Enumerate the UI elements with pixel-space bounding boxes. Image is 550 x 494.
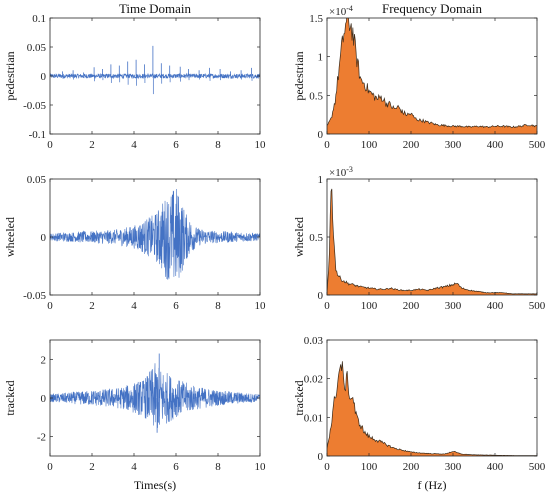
x-tick-label: 0: [47, 461, 53, 473]
x-tick-label: 10: [255, 300, 267, 312]
x-tick-label: 400: [487, 300, 504, 312]
axes-box: [326, 178, 538, 296]
y-tick-label: 0.05: [27, 174, 47, 186]
x-tick-label: 500: [529, 461, 546, 473]
x-tick-label: 0: [47, 300, 53, 312]
spectrum-area: [327, 18, 537, 134]
y-tick-label: 1: [318, 52, 324, 64]
x-tick-label: 0: [324, 300, 330, 312]
y-tick-label: 2: [41, 354, 47, 366]
y-axis-label: tracked: [3, 380, 17, 415]
frequency-x-axis-label: f (Hz): [418, 478, 447, 492]
panel-frequency-pedestrian: 0 100 200 300 400 500 0 0.5 1 1.5 pedestrian ×10-4: [292, 4, 546, 151]
x-tick-label: 2: [89, 461, 95, 473]
time-domain-title: Time Domain: [119, 1, 192, 16]
x-tick-label: 4: [131, 300, 137, 312]
x-tick-label: 100: [361, 139, 378, 151]
y-tick-label: 0.01: [304, 412, 323, 424]
panel-frequency-tracked: 0 100 200 300 400 500 0 0.01 0.02 0.03 tracked: [292, 335, 546, 473]
y-tick-label: 0: [318, 451, 324, 463]
y-axis-label: pedestrian: [292, 51, 306, 100]
axes-box: [326, 339, 538, 457]
y-tick-label: -0.1: [29, 129, 46, 141]
axis-exponent: ×10-4: [329, 4, 353, 18]
x-tick-label: 6: [173, 461, 179, 473]
y-tick-label: 1.5: [309, 13, 323, 25]
y-axis-label: tracked: [292, 380, 306, 415]
y-tick-label: -2: [37, 432, 46, 444]
x-tick-label: 2: [89, 300, 95, 312]
x-tick-label: 8: [215, 461, 221, 473]
y-tick-label: 0: [41, 71, 47, 83]
x-tick-label: 10: [255, 139, 267, 151]
x-tick-label: 100: [361, 300, 378, 312]
x-tick-label: 4: [131, 139, 137, 151]
spectrum-outline: [327, 188, 537, 295]
x-tick-label: 500: [529, 139, 546, 151]
y-tick-label: 1: [318, 174, 324, 186]
y-tick-label: 0.05: [27, 42, 47, 54]
panel-time-pedestrian: 0 2 4 6 8 10 -0.1 -0.05 0 0.05 0.1 pedestrian: [3, 13, 266, 151]
y-tick-label: 0.02: [304, 374, 323, 386]
x-tick-label: 4: [131, 461, 137, 473]
x-tick-label: 8: [215, 139, 221, 151]
x-tick-label: 8: [215, 300, 221, 312]
spectrum-area: [327, 188, 537, 295]
panel-frequency-wheeled: 0 100 200 300 400 500 0 0.5 1 wheeled ×10-3: [292, 165, 546, 312]
x-tick-label: 400: [487, 461, 504, 473]
time-x-axis-label: Times(s): [134, 478, 176, 492]
y-axis-label: wheeled: [3, 217, 17, 257]
x-tick-label: 200: [403, 300, 420, 312]
y-axis-label: pedestrian: [3, 51, 17, 100]
x-tick-label: 2: [89, 139, 95, 151]
y-tick-label: 0: [41, 232, 47, 244]
frequency-domain-title: Frequency Domain: [382, 1, 483, 16]
y-tick-label: -0.05: [23, 100, 46, 112]
signal-trace: [50, 363, 260, 428]
x-tick-label: 0: [324, 139, 330, 151]
spectrum-outline: [327, 18, 537, 129]
y-tick-label: 0.5: [309, 232, 323, 244]
x-tick-label: 300: [445, 139, 462, 151]
axes-box: [326, 17, 538, 135]
x-tick-label: 0: [324, 461, 330, 473]
signal-trace: [50, 188, 260, 280]
y-tick-label: 0: [318, 129, 324, 141]
x-tick-label: 100: [361, 461, 378, 473]
x-tick-label: 300: [445, 300, 462, 312]
y-tick-label: 0: [41, 393, 47, 405]
y-tick-label: 0: [318, 290, 324, 302]
x-tick-label: 200: [403, 139, 420, 151]
panel-time-tracked: 0 2 4 6 8 10 -2 0 2 tracked: [3, 339, 267, 473]
x-tick-label: 6: [173, 139, 179, 151]
y-axis-label: wheeled: [292, 217, 306, 257]
spectrum-outline: [327, 361, 537, 456]
x-tick-label: 300: [445, 461, 462, 473]
axis-exponent: ×10-3: [329, 165, 353, 179]
x-tick-label: 6: [173, 300, 179, 312]
y-tick-label: 0.1: [32, 13, 46, 25]
x-tick-label: 500: [529, 300, 546, 312]
x-tick-label: 10: [255, 461, 267, 473]
y-tick-label: 0.03: [304, 335, 324, 347]
x-tick-label: 200: [403, 461, 420, 473]
y-tick-label: -0.05: [23, 290, 46, 302]
y-tick-label: 0.5: [309, 90, 323, 102]
x-tick-label: 0: [47, 139, 53, 151]
spectrum-area: [327, 361, 537, 456]
x-tick-label: 400: [487, 139, 504, 151]
signal-trace: [50, 72, 260, 80]
